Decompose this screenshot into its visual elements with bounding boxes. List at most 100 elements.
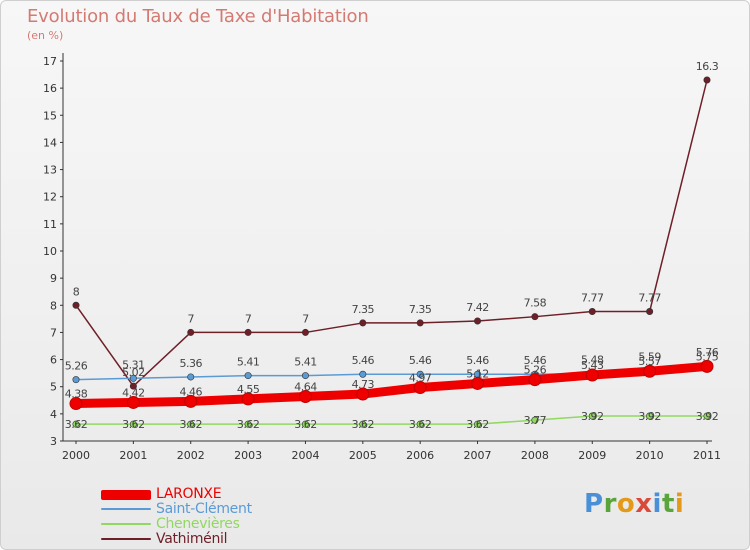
logo-letter: i xyxy=(652,489,662,519)
series-line-chenevières xyxy=(75,415,708,425)
data-point xyxy=(129,420,137,428)
x-tick-label: 2006 xyxy=(406,449,434,462)
data-point xyxy=(643,364,657,378)
y-tick-label: 5 xyxy=(50,381,57,394)
data-label: 5.48 xyxy=(581,354,604,367)
legend-item-saint-clement: Saint-Clément xyxy=(101,501,341,517)
data-point xyxy=(129,374,137,382)
series-line-laronxe xyxy=(71,361,712,409)
logo-letter: r xyxy=(603,489,617,519)
legend-swatch-vathimenil xyxy=(101,538,151,540)
logo-letter: x xyxy=(635,489,653,519)
data-point xyxy=(184,394,198,408)
data-point xyxy=(187,420,195,428)
data-label: 3.62 xyxy=(409,418,432,431)
data-label: 3.92 xyxy=(581,410,604,423)
data-label: 7 xyxy=(187,312,194,325)
data-point xyxy=(244,420,252,428)
data-point xyxy=(416,370,424,378)
x-tick-label: 2003 xyxy=(234,449,262,462)
data-label: 3.92 xyxy=(696,410,719,423)
data-label: 7.77 xyxy=(581,292,604,305)
y-tick-label: 8 xyxy=(50,299,57,312)
data-point xyxy=(646,412,654,420)
y-tick-label: 4 xyxy=(50,408,57,421)
x-tick-label: 2011 xyxy=(693,449,721,462)
y-tick-label: 16 xyxy=(43,82,57,95)
x-tick-label: 2000 xyxy=(62,449,90,462)
data-point xyxy=(588,412,596,420)
data-point xyxy=(528,373,542,387)
data-point xyxy=(585,368,599,382)
x-tick-label: 2001 xyxy=(119,449,147,462)
data-label: 4.97 xyxy=(409,372,432,385)
y-tick-label: 15 xyxy=(43,109,57,122)
data-label: 3.62 xyxy=(294,418,317,431)
data-label: 7.58 xyxy=(524,297,547,310)
logo-letter: P xyxy=(584,489,604,519)
data-label: 5.75 xyxy=(696,350,719,363)
data-point xyxy=(471,376,485,390)
chart-subtitle: (en %) xyxy=(27,29,64,42)
logo-letter: o xyxy=(616,489,636,519)
legend-swatch-chenevieres xyxy=(101,523,151,525)
data-label: 4.42 xyxy=(122,386,145,399)
data-label: 5.57 xyxy=(638,355,661,368)
data-label: 7 xyxy=(245,312,252,325)
data-point xyxy=(244,372,252,380)
x-tick-label: 2002 xyxy=(177,449,205,462)
data-point xyxy=(588,308,596,316)
data-point xyxy=(359,370,367,378)
legend-swatch-saint-clement xyxy=(101,508,151,510)
data-point xyxy=(416,420,424,428)
data-point xyxy=(301,328,309,336)
x-tick-label: 2009 xyxy=(578,449,606,462)
data-point xyxy=(474,317,482,325)
legend-label-saint-clement: Saint-Clément xyxy=(156,501,252,517)
data-label: 3.62 xyxy=(122,418,145,431)
y-tick-label: 14 xyxy=(43,136,57,149)
x-tick-label: 2005 xyxy=(349,449,377,462)
data-label: 5.31 xyxy=(122,358,145,371)
x-tick-label: 2004 xyxy=(291,449,319,462)
legend-item-vathimenil: Vathiménil xyxy=(101,531,341,547)
data-label: 7.77 xyxy=(638,292,661,305)
chart-title: Evolution du Taux de Taxe d'Habitation xyxy=(27,6,369,27)
y-tick-label: 3 xyxy=(50,435,57,448)
data-label: 7.35 xyxy=(409,303,432,316)
data-label: 5.76 xyxy=(696,346,719,359)
data-point xyxy=(531,416,539,424)
data-label: 4.38 xyxy=(65,388,88,401)
data-point xyxy=(241,392,255,406)
data-point xyxy=(700,359,714,373)
data-point xyxy=(187,373,195,381)
data-label: 4.55 xyxy=(237,383,260,396)
legend-label-vathimenil: Vathiménil xyxy=(156,531,228,547)
data-label: 5.26 xyxy=(524,364,547,377)
y-tick-label: 7 xyxy=(50,326,57,339)
data-point xyxy=(298,389,312,403)
logo-letter: i xyxy=(674,489,685,519)
data-point xyxy=(69,397,83,411)
data-point xyxy=(531,313,539,321)
legend-item-chenevieres: Chenevières xyxy=(101,516,341,532)
data-label: 5.59 xyxy=(638,351,661,364)
series-line-vathiménil xyxy=(75,79,708,387)
y-tick-label: 10 xyxy=(43,245,57,258)
data-point xyxy=(703,76,711,84)
data-label: 8 xyxy=(73,285,80,298)
y-tick-label: 13 xyxy=(43,164,57,177)
data-label: 5.02 xyxy=(122,366,145,379)
data-label: 7 xyxy=(302,312,309,325)
data-label: 3.77 xyxy=(524,414,547,427)
data-point xyxy=(474,420,482,428)
data-label: 5.43 xyxy=(581,359,604,372)
data-point xyxy=(413,381,427,395)
data-label: 3.92 xyxy=(638,410,661,423)
y-tick-label: 17 xyxy=(43,55,57,68)
data-point xyxy=(356,387,370,401)
y-tick-label: 11 xyxy=(43,218,57,231)
x-tick-label: 2008 xyxy=(521,449,549,462)
data-point xyxy=(301,372,309,380)
